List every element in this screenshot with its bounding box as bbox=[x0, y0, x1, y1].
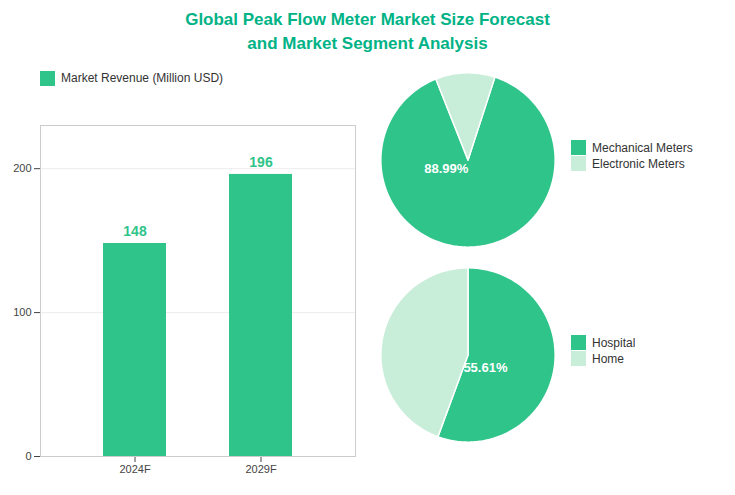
svg-text:55.61%: 55.61% bbox=[463, 360, 508, 375]
html-text:Market Revenue (Million USD): Market Revenue (Million USD) bbox=[61, 71, 223, 86]
html-text:Electronic Meters: Electronic Meters bbox=[592, 156, 685, 171]
svg-text:100: 100 bbox=[13, 306, 31, 318]
svg-text:148: 148 bbox=[123, 223, 147, 239]
html-text:Mechanical Meters: Mechanical Meters bbox=[592, 140, 693, 155]
svg-text:196: 196 bbox=[249, 154, 273, 170]
svg-text:200: 200 bbox=[13, 162, 31, 174]
svg-text:88.99%: 88.99% bbox=[424, 160, 469, 175]
html-text:Home: Home bbox=[592, 351, 624, 366]
html-text:Hospital: Hospital bbox=[592, 335, 636, 350]
svg-text:2024F: 2024F bbox=[119, 463, 150, 475]
svg-text:0: 0 bbox=[25, 450, 31, 462]
svg-text:2029F: 2029F bbox=[245, 463, 276, 475]
html-text:Global Peak Flow Meter Market: Global Peak Flow Meter Market Size Forec… bbox=[185, 10, 550, 53]
